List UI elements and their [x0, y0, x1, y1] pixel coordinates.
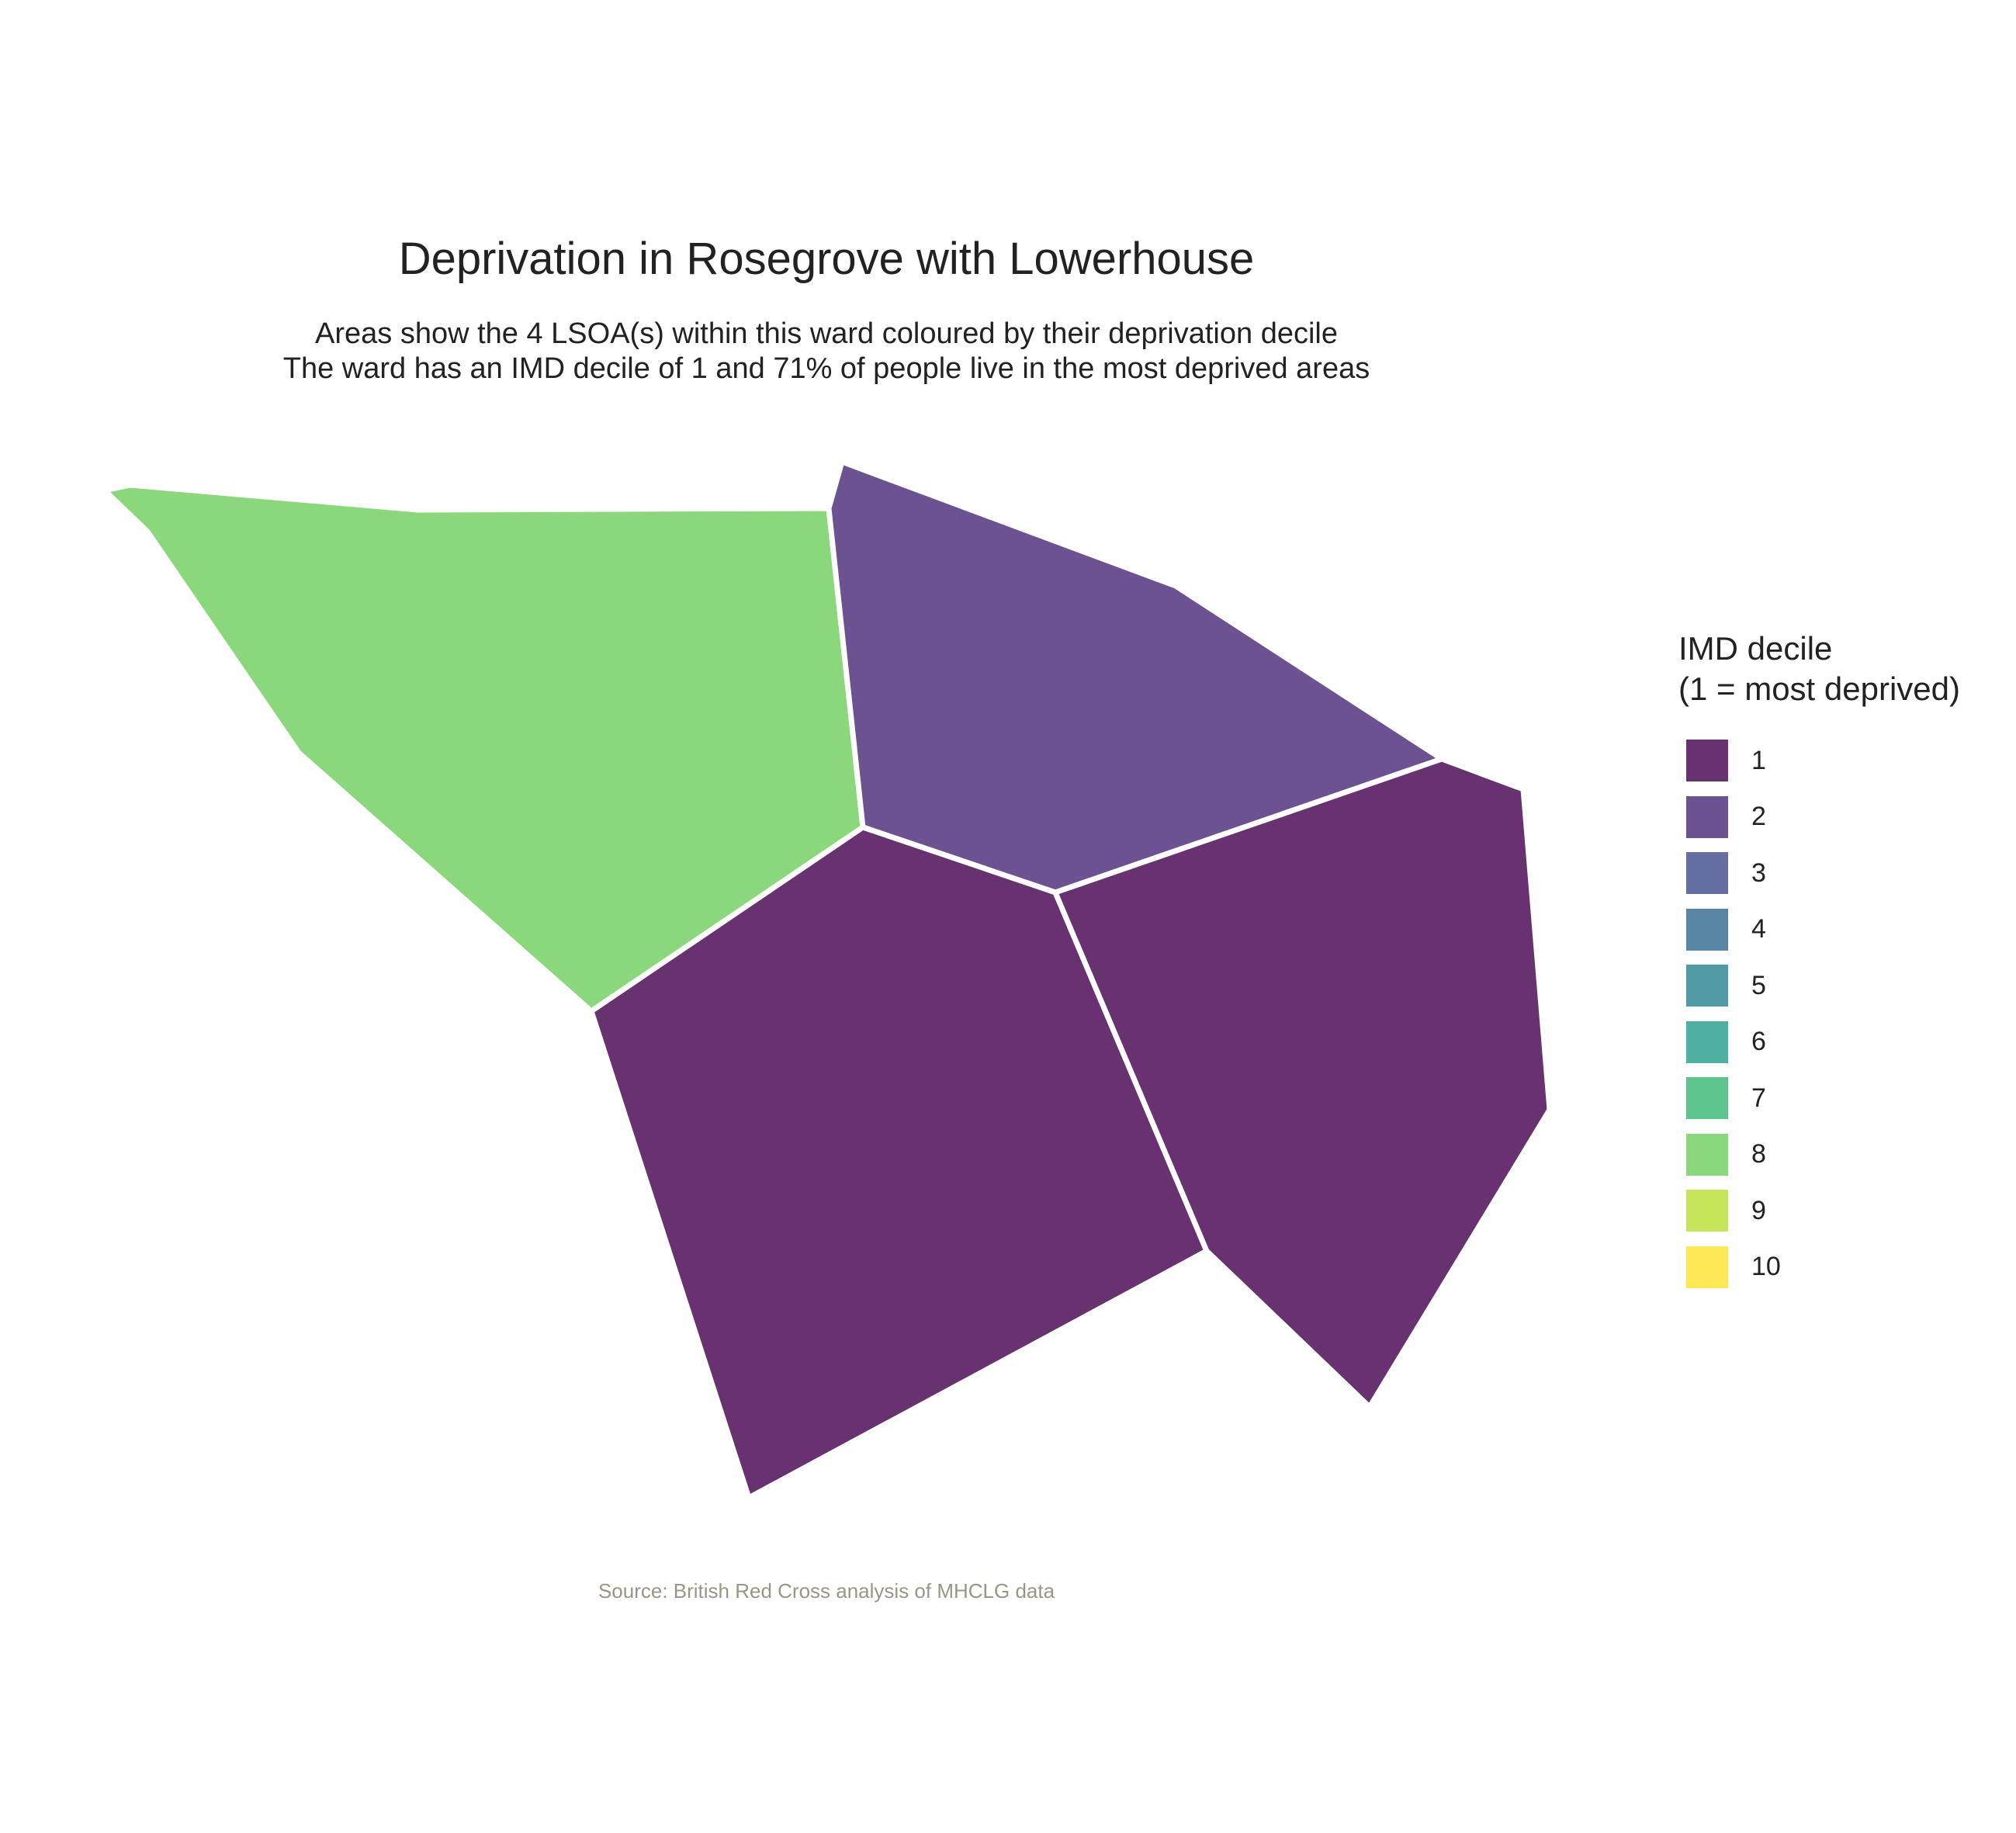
legend-label: 3	[1751, 858, 1766, 888]
legend-item-3: 3	[1678, 845, 1960, 902]
legend-items: 1 2 3 4 5 6 7 8 9 10	[1678, 733, 1960, 1295]
legend-item-9: 9	[1678, 1183, 1960, 1239]
legend-swatch	[1686, 1077, 1728, 1120]
legend-item-8: 8	[1678, 1127, 1960, 1183]
legend-swatch	[1686, 1020, 1728, 1063]
legend-swatch	[1686, 965, 1728, 1007]
legend-item-2: 2	[1678, 789, 1960, 846]
legend-item-7: 7	[1678, 1070, 1960, 1127]
legend-label: 5	[1751, 970, 1766, 1000]
map-subtitle: Areas show the 4 LSOA(s) within this war…	[0, 317, 1653, 386]
subtitle-line-2: The ward has an IMD decile of 1 and 71% …	[282, 352, 1370, 385]
legend-label: 2	[1751, 802, 1766, 832]
legend-title-line-2: (1 = most deprived)	[1678, 670, 1960, 707]
legend-label: 1	[1751, 745, 1766, 775]
legend-swatch	[1686, 1133, 1728, 1176]
map-title: Deprivation in Rosegrove with Lowerhouse	[398, 234, 1255, 284]
legend-label: 6	[1751, 1027, 1766, 1057]
legend-item-10: 10	[1678, 1239, 1960, 1296]
legend-swatch	[1686, 908, 1728, 951]
legend-swatch	[1686, 1190, 1728, 1232]
legend-item-5: 5	[1678, 958, 1960, 1014]
legend-swatch	[1686, 795, 1728, 838]
subtitle-line-1: Areas show the 4 LSOA(s) within this war…	[315, 317, 1338, 350]
source-caption: Source: British Red Cross analysis of MH…	[598, 1579, 1055, 1603]
legend: IMD decile (1 = most deprived) 1 2 3 4 5 6 7 8 9…	[1678, 629, 1960, 1295]
legend-item-1: 1	[1678, 733, 1960, 789]
legend-item-4: 4	[1678, 902, 1960, 958]
legend-title: IMD decile (1 = most deprived)	[1678, 629, 1960, 709]
legend-title-line-1: IMD decile	[1678, 630, 1833, 667]
legend-label: 7	[1751, 1083, 1766, 1113]
legend-item-6: 6	[1678, 1014, 1960, 1071]
legend-label: 9	[1751, 1195, 1766, 1225]
legend-swatch	[1686, 852, 1728, 895]
lsoa-east[interactable]	[1052, 756, 1553, 1410]
legend-swatch	[1686, 740, 1728, 782]
legend-label: 10	[1751, 1252, 1781, 1282]
legend-label: 8	[1751, 1139, 1766, 1169]
legend-label: 4	[1751, 914, 1766, 944]
legend-swatch	[1686, 1246, 1728, 1288]
